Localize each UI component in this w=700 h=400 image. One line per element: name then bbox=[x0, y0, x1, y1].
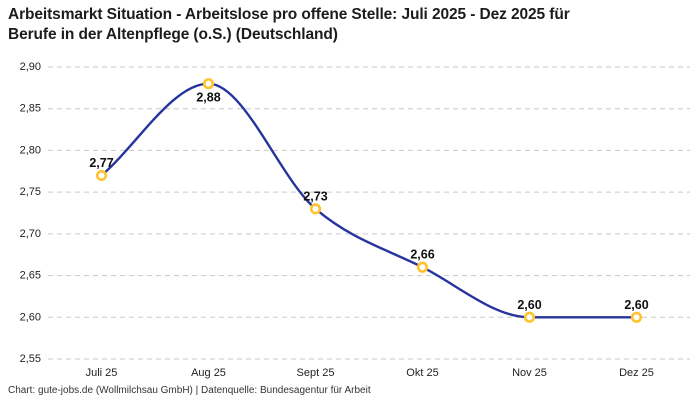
chart-title: Arbeitsmarkt Situation - Arbeitslose pro… bbox=[8, 5, 692, 44]
chart-title-line1: Arbeitsmarkt Situation - Arbeitslose pro… bbox=[8, 6, 570, 23]
y-axis-tick-label: 2,80 bbox=[20, 144, 41, 156]
y-axis-tick-label: 2,70 bbox=[20, 228, 41, 240]
x-axis-tick-label: Aug 25 bbox=[191, 367, 226, 379]
data-point-marker[interactable] bbox=[309, 203, 322, 215]
data-point-label: 2,66 bbox=[410, 248, 434, 262]
data-point-marker[interactable] bbox=[416, 261, 429, 273]
data-point-marker[interactable] bbox=[523, 311, 536, 323]
y-axis-tick-label: 2,55 bbox=[20, 353, 41, 365]
x-axis-tick-label: Okt 25 bbox=[406, 367, 438, 379]
y-axis-tick-label: 2,85 bbox=[20, 103, 41, 115]
x-axis-tick-label: Sept 25 bbox=[297, 367, 335, 379]
y-axis-tick-label: 2,75 bbox=[20, 186, 41, 198]
x-axis-tick-label: Juli 25 bbox=[86, 367, 118, 379]
data-point-label: 2,60 bbox=[517, 298, 541, 312]
data-point-label: 2,77 bbox=[89, 156, 113, 170]
chart-attribution: Chart: gute-jobs.de (Wollmilchsau GmbH) … bbox=[8, 385, 371, 396]
y-axis-tick-label: 2,90 bbox=[20, 61, 41, 73]
chart-title-line2: Berufe in der Altenpflege (o.S.) (Deutsc… bbox=[8, 25, 338, 43]
data-point-marker[interactable] bbox=[202, 78, 215, 90]
y-axis-tick-label: 2,65 bbox=[20, 270, 41, 282]
data-point-label: 2,88 bbox=[196, 91, 220, 105]
data-point-marker[interactable] bbox=[630, 311, 643, 323]
x-axis-tick-label: Dez 25 bbox=[619, 367, 654, 379]
data-point-marker[interactable] bbox=[95, 169, 108, 182]
data-point-label: 2,73 bbox=[303, 189, 327, 203]
y-axis-tick-label: 2,60 bbox=[20, 311, 41, 323]
x-axis-tick-label: Nov 25 bbox=[512, 367, 547, 379]
series-line bbox=[100, 82, 638, 319]
data-point-label: 2,60 bbox=[624, 298, 648, 312]
